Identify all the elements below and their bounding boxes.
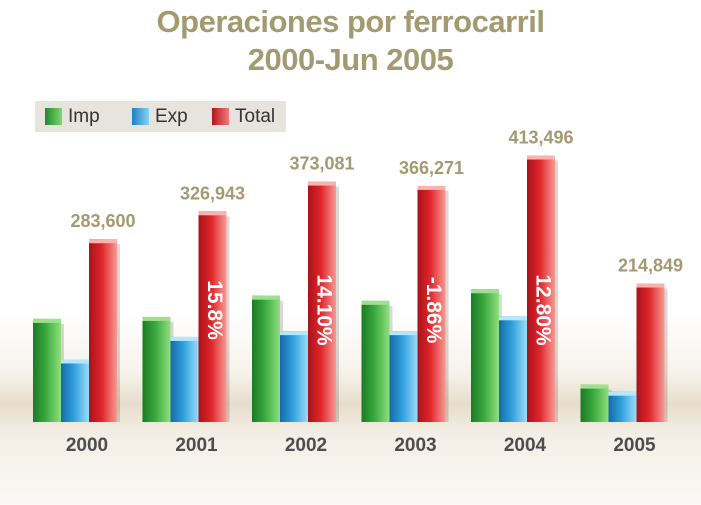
bar-top-imp-2001 — [142, 316, 171, 321]
bar-shadow-total-2002 — [334, 186, 339, 422]
legend-item-imp: Imp — [45, 101, 100, 132]
bar-shadow-total-2000 — [115, 244, 120, 422]
chart-legend: Imp Exp Total — [35, 101, 286, 132]
bar-top-imp-2004 — [471, 289, 499, 294]
bar-total-2005 — [636, 283, 665, 422]
bar-exp-2005 — [608, 391, 637, 422]
bar-total-2004 — [527, 155, 555, 423]
labels-layer: 283,600 2000 326,943 15.8% 2001 373,081 14.10%… — [66, 128, 683, 456]
bar-total-2003 — [417, 185, 446, 422]
bar-shadow-total-2003 — [443, 190, 449, 422]
growth-label-2004: 12.80% — [531, 274, 554, 346]
legend-swatch-total — [212, 108, 229, 125]
bar-top-exp-2003 — [389, 331, 418, 336]
x-tick-label-2000: 2000 — [66, 435, 108, 456]
bar-imp-2001 — [142, 316, 171, 422]
bar-total-2002 — [308, 181, 336, 422]
total-value-label-2001: 326,943 — [180, 183, 245, 203]
legend-label-exp: Exp — [155, 105, 188, 127]
bar-top-imp-2002 — [252, 295, 280, 300]
bar-top-exp-2005 — [608, 391, 637, 396]
bar-shadow-total-2004 — [553, 160, 558, 423]
bar-top-total-2004 — [527, 155, 555, 160]
legend-item-total: Total — [212, 101, 275, 132]
bar-exp-2000 — [61, 359, 89, 422]
x-tick-label-2001: 2001 — [175, 435, 218, 456]
bar-total-2001 — [198, 211, 227, 422]
x-tick-label-2003: 2003 — [394, 435, 436, 456]
bar-imp-2005 — [580, 384, 609, 422]
legend-item-exp: Exp — [132, 101, 188, 132]
bar-exp-2003 — [389, 331, 418, 422]
bars-layer — [33, 155, 668, 423]
bar-top-total-2003 — [417, 185, 446, 190]
bar-shadow-total-2005 — [662, 288, 668, 422]
bar-exp-2001 — [170, 336, 199, 422]
total-value-label-2004: 413,496 — [508, 128, 573, 148]
total-value-label-2005: 214,849 — [618, 256, 683, 276]
total-value-label-2003: 366,271 — [399, 158, 464, 178]
bar-top-total-2005 — [636, 283, 665, 288]
legend-swatch-exp — [132, 108, 149, 125]
bar-shadow-total-2001 — [224, 216, 230, 422]
bar-top-exp-2004 — [499, 316, 527, 321]
bar-top-total-2001 — [198, 211, 227, 216]
x-tick-label-2004: 2004 — [504, 435, 547, 456]
bar-top-exp-2002 — [280, 331, 308, 336]
bar-top-total-2000 — [89, 239, 117, 244]
bar-top-imp-2005 — [580, 384, 609, 389]
bar-imp-2004 — [471, 289, 499, 422]
legend-swatch-imp — [45, 108, 62, 125]
bar-top-total-2002 — [308, 181, 336, 186]
bar-total-2000 — [89, 239, 117, 422]
legend-label-total: Total — [235, 105, 276, 127]
x-tick-label-2005: 2005 — [613, 435, 656, 456]
legend-label-imp: Imp — [68, 105, 100, 127]
chart-subtitle: 2000-Jun 2005 — [247, 42, 454, 77]
chart-title: Operaciones por ferrocarril — [156, 4, 545, 39]
bar-top-exp-2000 — [61, 359, 89, 364]
bar-exp-2002 — [280, 331, 308, 422]
total-value-label-2000: 283,600 — [70, 211, 135, 231]
x-tick-label-2002: 2002 — [285, 435, 327, 456]
bar-top-exp-2001 — [170, 336, 199, 341]
growth-label-2001: 15.8% — [203, 280, 226, 340]
bar-exp-2004 — [499, 316, 527, 422]
growth-label-2003: -1.86% — [422, 277, 445, 344]
bar-top-imp-2000 — [33, 318, 61, 323]
total-value-label-2002: 373,081 — [289, 154, 354, 174]
bar-imp-2003 — [361, 300, 390, 422]
growth-label-2002: 14.10% — [312, 274, 335, 346]
bar-imp-2000 — [33, 318, 61, 422]
bar-imp-2002 — [252, 295, 280, 422]
bar-top-imp-2003 — [361, 300, 390, 305]
